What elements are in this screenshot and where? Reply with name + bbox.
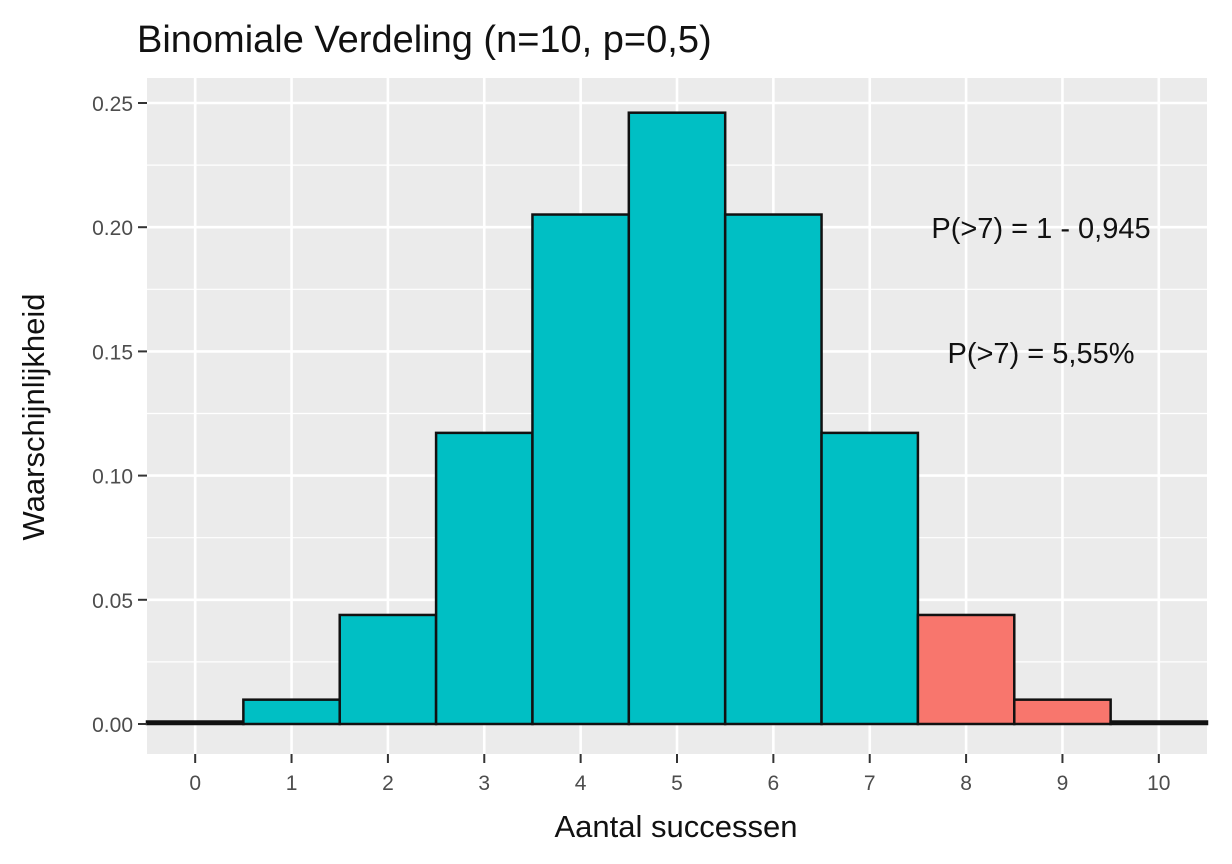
x-tick-label: 0	[189, 772, 201, 795]
bar	[627, 111, 727, 726]
bar	[723, 213, 823, 726]
annotation-complement: P(>7) = 1 - 0,945	[931, 213, 1150, 245]
x-tick-label: 8	[960, 772, 972, 795]
x-tick-label: 7	[864, 772, 876, 795]
ticks-layer: 0.00 0.05 0.10 0.15 0.20 0.25 0 1 2 3 4 5 6 7 8 9 10	[92, 93, 1170, 795]
y-axis-title: Waarschijnlijkheid	[16, 294, 51, 541]
bar	[1109, 720, 1209, 726]
x-tick-label: 9	[1057, 772, 1069, 795]
bar	[531, 213, 631, 726]
x-tick-label: 1	[286, 772, 298, 795]
y-tick-label: 0.20	[92, 217, 133, 240]
y-tick-label: 0.05	[92, 590, 133, 613]
y-tick-label: 0.00	[92, 714, 133, 737]
bar	[434, 431, 534, 726]
x-tick-label: 2	[382, 772, 394, 795]
bar	[145, 720, 245, 726]
y-tick-label: 0.25	[92, 93, 133, 116]
bar	[338, 613, 438, 726]
bar-highlighted	[916, 613, 1016, 726]
chart-title: Binomiale Verdeling (n=10, p=0,5)	[137, 19, 712, 61]
bars-layer	[145, 111, 1209, 726]
bar	[820, 431, 920, 726]
x-tick-label: 4	[575, 772, 587, 795]
annotation-probability: P(>7) = 5,55%	[948, 338, 1135, 370]
bar	[242, 698, 341, 726]
x-tick-label: 6	[768, 772, 780, 795]
x-tick-label: 10	[1147, 772, 1170, 795]
x-tick-label: 5	[671, 772, 683, 795]
y-tick-label: 0.10	[92, 466, 133, 489]
x-axis-title: Aantal successen	[555, 809, 798, 844]
y-tick-label: 0.15	[92, 341, 133, 364]
bar-highlighted	[1013, 698, 1112, 726]
x-tick-label: 3	[478, 772, 490, 795]
